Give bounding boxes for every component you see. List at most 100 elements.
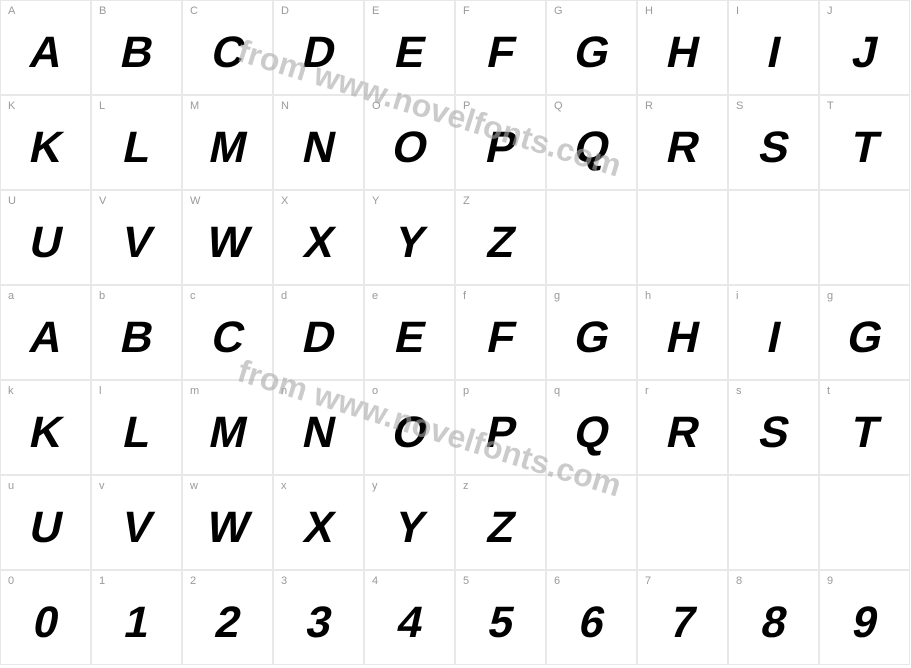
charmap-cell[interactable]: hH <box>637 285 728 380</box>
cell-glyph: W <box>202 503 253 553</box>
cell-glyph: G <box>570 28 614 78</box>
charmap-cell[interactable]: RR <box>637 95 728 190</box>
charmap-cell[interactable]: DD <box>273 0 364 95</box>
cell-codepoint-label: Z <box>463 195 470 207</box>
charmap-cell[interactable]: MM <box>182 95 273 190</box>
charmap-cell[interactable]: 00 <box>0 570 91 665</box>
charmap-cell[interactable]: lL <box>91 380 182 475</box>
charmap-cell[interactable]: 88 <box>728 570 819 665</box>
cell-glyph: G <box>843 313 887 363</box>
charmap-cell[interactable]: yY <box>364 475 455 570</box>
charmap-cell[interactable]: OO <box>364 95 455 190</box>
cell-codepoint-label: u <box>8 480 14 492</box>
cell-glyph: R <box>662 123 703 173</box>
charmap-cell[interactable]: UU <box>0 190 91 285</box>
cell-glyph: A <box>25 28 66 78</box>
charmap-cell[interactable] <box>819 475 910 570</box>
cell-codepoint-label: k <box>8 385 14 397</box>
charmap-row: 00112233445566778899 <box>0 570 911 665</box>
charmap-cell[interactable] <box>819 190 910 285</box>
charmap-cell[interactable]: TT <box>819 95 910 190</box>
charmap-cell[interactable]: uU <box>0 475 91 570</box>
charmap-cell[interactable]: XX <box>273 190 364 285</box>
charmap-cell[interactable]: 99 <box>819 570 910 665</box>
charmap-cell[interactable]: dD <box>273 285 364 380</box>
charmap-cell[interactable]: zZ <box>455 475 546 570</box>
cell-codepoint-label: g <box>827 290 833 302</box>
charmap-cell[interactable]: BB <box>91 0 182 95</box>
charmap-cell[interactable]: pP <box>455 380 546 475</box>
charmap-cell[interactable]: EE <box>364 0 455 95</box>
charmap-cell[interactable]: cC <box>182 285 273 380</box>
charmap-cell[interactable]: YY <box>364 190 455 285</box>
cell-codepoint-label: H <box>645 5 653 17</box>
charmap-cell[interactable]: iI <box>728 285 819 380</box>
charmap-cell[interactable]: kK <box>0 380 91 475</box>
charmap-cell[interactable]: FF <box>455 0 546 95</box>
charmap-cell[interactable]: rR <box>637 380 728 475</box>
charmap-cell[interactable]: xX <box>273 475 364 570</box>
cell-codepoint-label: f <box>463 290 466 302</box>
charmap-cell[interactable] <box>546 190 637 285</box>
charmap-cell[interactable]: KK <box>0 95 91 190</box>
charmap-cell[interactable]: oO <box>364 380 455 475</box>
charmap-cell[interactable]: vV <box>91 475 182 570</box>
cell-codepoint-label: 9 <box>827 575 833 587</box>
charmap-cell[interactable]: ZZ <box>455 190 546 285</box>
charmap-cell[interactable]: 44 <box>364 570 455 665</box>
cell-codepoint-label: O <box>372 100 381 112</box>
charmap-cell[interactable]: VV <box>91 190 182 285</box>
cell-codepoint-label: q <box>554 385 560 397</box>
cell-codepoint-label: 3 <box>281 575 287 587</box>
charmap-cell[interactable]: SS <box>728 95 819 190</box>
cell-codepoint-label: J <box>827 5 833 17</box>
charmap-cell[interactable]: GG <box>546 0 637 95</box>
charmap-cell[interactable]: qQ <box>546 380 637 475</box>
charmap-cell[interactable]: aA <box>0 285 91 380</box>
cell-codepoint-label: F <box>463 5 470 17</box>
charmap-cell[interactable] <box>728 190 819 285</box>
charmap-cell[interactable]: eE <box>364 285 455 380</box>
charmap-cell[interactable]: wW <box>182 475 273 570</box>
charmap-cell[interactable]: NN <box>273 95 364 190</box>
cell-codepoint-label: p <box>463 385 469 397</box>
cell-glyph: A <box>25 313 66 363</box>
charmap-cell[interactable]: QQ <box>546 95 637 190</box>
charmap-cell[interactable]: 55 <box>455 570 546 665</box>
charmap-cell[interactable]: 77 <box>637 570 728 665</box>
charmap-cell[interactable]: bB <box>91 285 182 380</box>
charmap-cell[interactable]: tT <box>819 380 910 475</box>
charmap-cell[interactable]: sS <box>728 380 819 475</box>
charmap-cell[interactable]: gG <box>546 285 637 380</box>
charmap-cell[interactable]: fF <box>455 285 546 380</box>
charmap-cell[interactable]: 11 <box>91 570 182 665</box>
charmap-cell[interactable] <box>728 475 819 570</box>
charmap-cell[interactable]: 66 <box>546 570 637 665</box>
charmap-cell[interactable]: WW <box>182 190 273 285</box>
cell-codepoint-label: S <box>736 100 743 112</box>
charmap-cell[interactable]: CC <box>182 0 273 95</box>
cell-glyph: Q <box>570 408 614 458</box>
charmap-cell[interactable]: nN <box>273 380 364 475</box>
charmap-cell[interactable] <box>637 475 728 570</box>
charmap-cell[interactable]: 33 <box>273 570 364 665</box>
cell-glyph: C <box>207 313 248 363</box>
charmap-cell[interactable] <box>637 190 728 285</box>
charmap-cell[interactable]: JJ <box>819 0 910 95</box>
charmap-cell[interactable]: AA <box>0 0 91 95</box>
charmap-cell[interactable]: II <box>728 0 819 95</box>
charmap-cell[interactable]: PP <box>455 95 546 190</box>
charmap-cell[interactable]: 22 <box>182 570 273 665</box>
cell-glyph: O <box>388 123 432 173</box>
cell-glyph: N <box>298 408 339 458</box>
cell-codepoint-label: L <box>99 100 105 112</box>
cell-glyph: S <box>754 123 793 173</box>
charmap-cell[interactable] <box>546 475 637 570</box>
cell-codepoint-label: 2 <box>190 575 196 587</box>
charmap-cell[interactable]: mM <box>182 380 273 475</box>
charmap-cell[interactable]: gG <box>819 285 910 380</box>
charmap-cell[interactable]: HH <box>637 0 728 95</box>
cell-glyph: 9 <box>847 598 881 648</box>
charmap-cell[interactable]: LL <box>91 95 182 190</box>
cell-glyph: Y <box>390 503 429 553</box>
